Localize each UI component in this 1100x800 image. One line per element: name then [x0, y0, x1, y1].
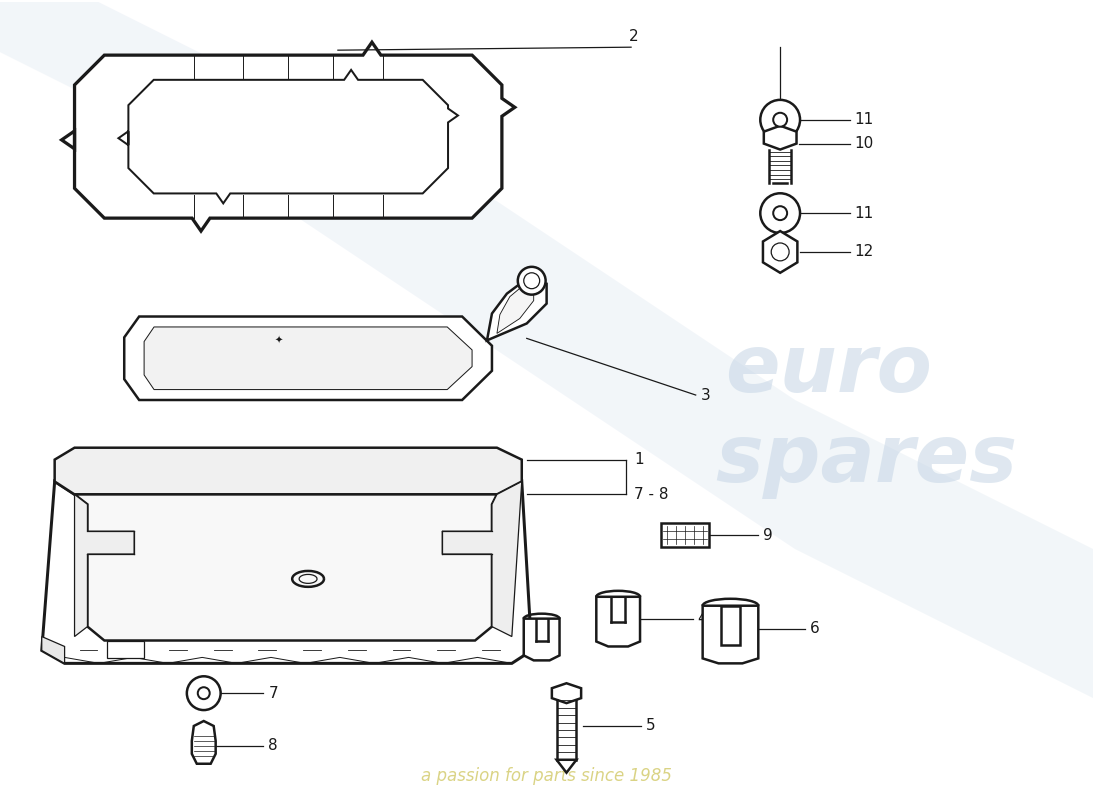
- Polygon shape: [75, 494, 497, 641]
- Polygon shape: [191, 721, 216, 764]
- Text: 3: 3: [701, 387, 711, 402]
- Circle shape: [760, 194, 800, 233]
- Text: 4: 4: [697, 611, 707, 626]
- Polygon shape: [596, 597, 640, 646]
- Text: 11: 11: [855, 206, 875, 221]
- Polygon shape: [487, 278, 547, 340]
- Text: a passion for parts since 1985: a passion for parts since 1985: [421, 766, 672, 785]
- Polygon shape: [55, 448, 521, 494]
- Circle shape: [760, 100, 800, 140]
- Polygon shape: [552, 683, 581, 703]
- Polygon shape: [62, 42, 515, 231]
- Text: 9: 9: [763, 528, 773, 542]
- Polygon shape: [75, 494, 134, 637]
- Text: spares: spares: [716, 421, 1018, 498]
- Circle shape: [773, 113, 788, 126]
- Polygon shape: [763, 126, 796, 150]
- Polygon shape: [703, 606, 758, 663]
- Polygon shape: [720, 606, 740, 646]
- Polygon shape: [42, 637, 65, 663]
- Polygon shape: [524, 618, 560, 660]
- Text: 10: 10: [855, 136, 875, 151]
- Circle shape: [187, 676, 221, 710]
- Polygon shape: [497, 286, 534, 334]
- Polygon shape: [42, 482, 531, 663]
- Text: 8: 8: [268, 738, 278, 754]
- Text: 6: 6: [810, 621, 820, 636]
- Circle shape: [518, 267, 546, 294]
- Polygon shape: [0, 0, 1100, 748]
- Text: 7: 7: [268, 686, 278, 701]
- Text: ✦: ✦: [274, 335, 283, 346]
- Text: euro: euro: [726, 331, 933, 409]
- Circle shape: [198, 687, 210, 699]
- Polygon shape: [124, 317, 492, 400]
- Text: 5: 5: [646, 718, 656, 734]
- Polygon shape: [442, 482, 521, 637]
- Text: 12: 12: [855, 245, 875, 259]
- Text: 2: 2: [629, 30, 639, 44]
- Text: 11: 11: [855, 112, 875, 127]
- Polygon shape: [119, 70, 458, 203]
- Circle shape: [524, 273, 540, 289]
- Text: 1: 1: [634, 452, 643, 467]
- Polygon shape: [661, 523, 708, 547]
- Polygon shape: [557, 760, 576, 773]
- Polygon shape: [108, 641, 144, 658]
- Polygon shape: [763, 231, 798, 273]
- Polygon shape: [144, 327, 472, 390]
- Text: 7 - 8: 7 - 8: [634, 487, 669, 502]
- Circle shape: [773, 206, 788, 220]
- Circle shape: [771, 243, 789, 261]
